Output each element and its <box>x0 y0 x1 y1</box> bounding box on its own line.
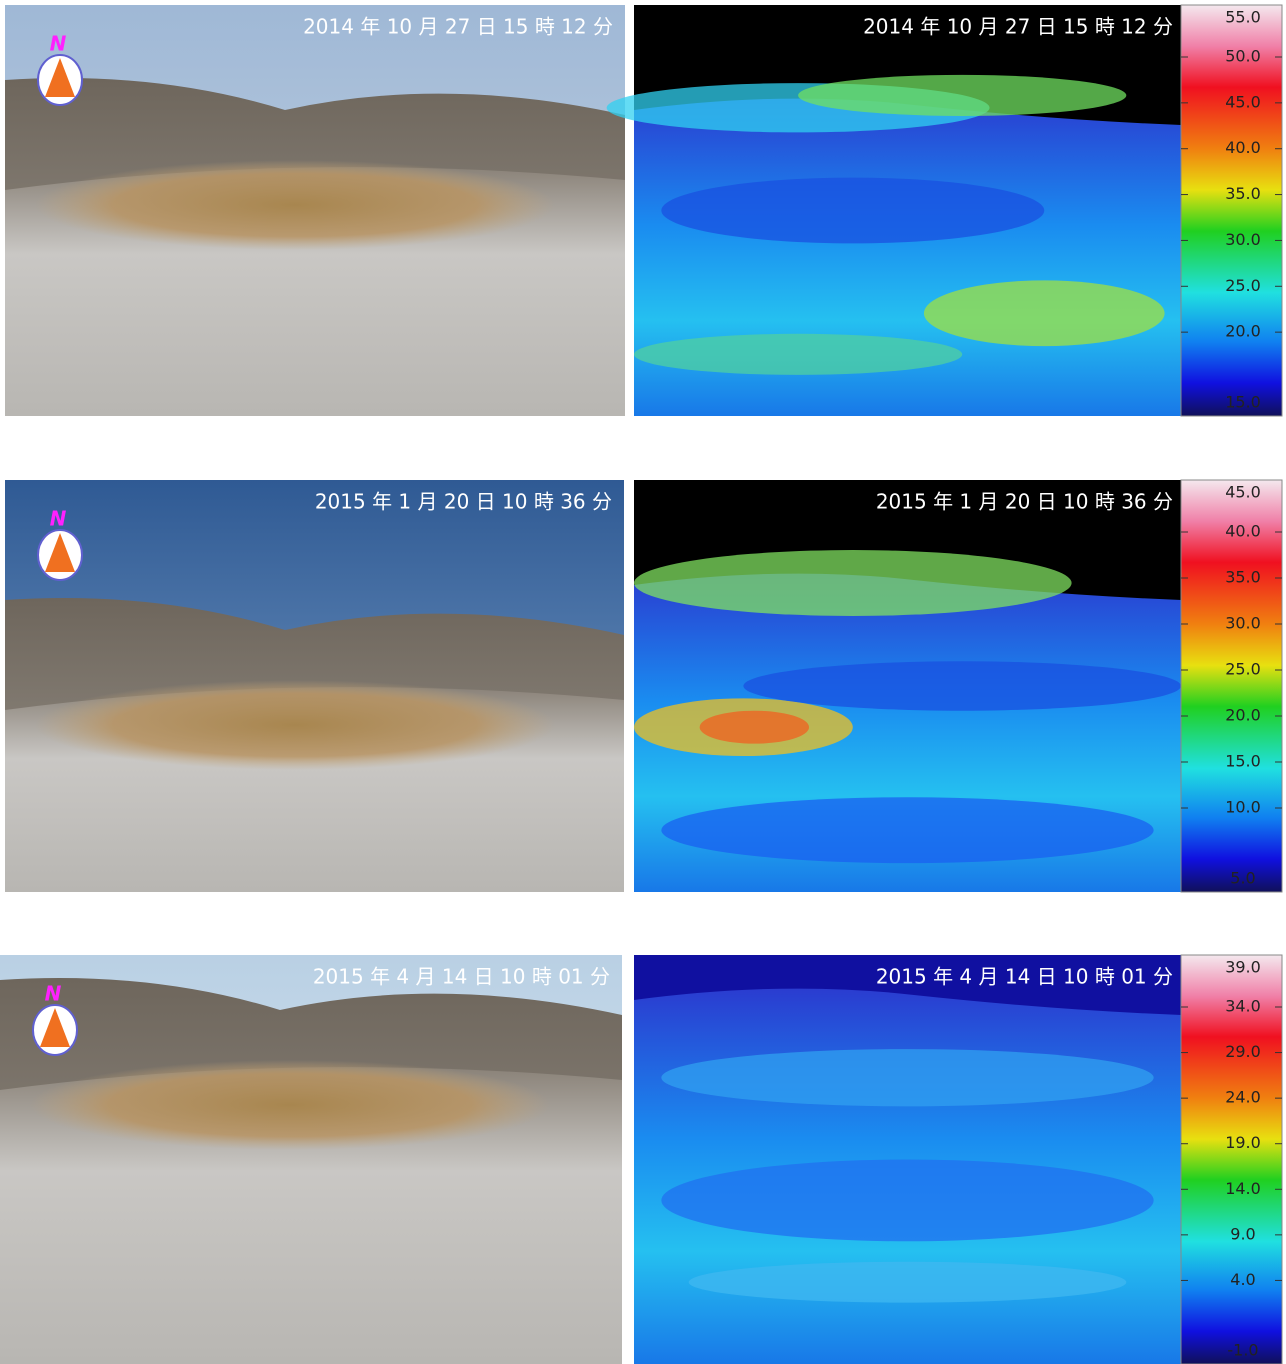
compass-label: N <box>45 982 62 1006</box>
colorbar-label: 29.0 <box>1225 1042 1261 1061</box>
thermal-zone <box>661 1160 1153 1242</box>
colorbar-label: 35.0 <box>1225 184 1261 203</box>
figure-row: N 2014 年 10 月 27 日 15 時 12 分 2014 年 10 月 2… <box>5 5 1282 416</box>
thermal-zone <box>924 280 1165 346</box>
thermal-zone <box>743 661 1181 710</box>
thermal-zone <box>661 1049 1153 1106</box>
timestamp: 2014 年 10 月 27 日 15 時 12 分 <box>863 15 1173 39</box>
photo: N 2015 年 4 月 14 日 10 時 01 分 <box>0 955 622 1364</box>
colorbar-label: 20.0 <box>1225 706 1261 725</box>
grass <box>35 160 555 250</box>
rows: N 2014 年 10 月 27 日 15 時 12 分 2014 年 10 月 2… <box>0 5 1282 1364</box>
colorbar-fill <box>1181 5 1282 416</box>
colorbar-label: 15.0 <box>1225 752 1261 771</box>
colorbar-label: 15.0 <box>1225 393 1261 412</box>
colorbar-label: 9.0 <box>1230 1224 1255 1243</box>
timestamp: 2015 年 4 月 14 日 10 時 01 分 <box>876 965 1173 989</box>
thermal-zone <box>634 334 962 375</box>
figure-row: N 2015 年 4 月 14 日 10 時 01 分 2015 年 4 月 14 … <box>0 955 1282 1364</box>
thermal-image: 2015 年 4 月 14 日 10 時 01 分 <box>634 955 1181 1364</box>
colorbar-label: -1.0 <box>1227 1341 1258 1360</box>
figure: N 2014 年 10 月 27 日 15 時 12 分 2014 年 10 月 2… <box>0 0 1286 1364</box>
thermal-zone <box>661 178 1044 244</box>
colorbar-fill <box>1181 955 1282 1364</box>
compass-label: N <box>50 507 67 531</box>
colorbar-label: 34.0 <box>1225 997 1261 1016</box>
colorbar-label: 24.0 <box>1225 1088 1261 1107</box>
colorbar-label: 5.0 <box>1230 869 1255 888</box>
colorbar-label: 45.0 <box>1225 483 1261 502</box>
timestamp: 2015 年 1 月 20 日 10 時 36 分 <box>315 490 612 514</box>
colorbar: 39.0 34.0 29.0 24.0 19.0 14.0 9.0 4.0 -1.0 <box>1181 955 1282 1364</box>
colorbar-label: 40.0 <box>1225 522 1261 541</box>
colorbar-fill <box>1181 480 1282 892</box>
colorbar-label: 55.0 <box>1225 8 1261 27</box>
photo: N 2014 年 10 月 27 日 15 時 12 分 <box>5 5 625 416</box>
colorbar-label: 14.0 <box>1225 1179 1261 1198</box>
colorbar-label: 25.0 <box>1225 276 1261 295</box>
colorbar-label: 35.0 <box>1225 568 1261 587</box>
colorbar-label: 40.0 <box>1225 138 1261 157</box>
colorbar-label: 25.0 <box>1225 660 1261 679</box>
thermal-zone <box>689 1262 1127 1303</box>
colorbar-label: 4.0 <box>1230 1270 1255 1289</box>
timestamp: 2015 年 4 月 14 日 10 時 01 分 <box>313 965 610 989</box>
thermal-image: 2015 年 1 月 20 日 10 時 36 分 <box>634 480 1181 892</box>
timestamp: 2015 年 1 月 20 日 10 時 36 分 <box>876 490 1173 514</box>
colorbar-label: 20.0 <box>1225 322 1261 341</box>
figure-row: N 2015 年 1 月 20 日 10 時 36 分 2015 年 1 月 20 … <box>5 480 1282 892</box>
thermal-zone <box>798 75 1126 116</box>
colorbar-label: 30.0 <box>1225 614 1261 633</box>
thermal-image: 2014 年 10 月 27 日 15 時 12 分 <box>607 5 1181 416</box>
grass <box>30 1060 550 1150</box>
thermal-zone <box>661 797 1153 863</box>
thermal-zone <box>700 711 809 744</box>
colorbar-label: 19.0 <box>1225 1133 1261 1152</box>
colorbar-label: 10.0 <box>1225 798 1261 817</box>
colorbar-label: 30.0 <box>1225 230 1261 249</box>
colorbar-label: 45.0 <box>1225 92 1261 111</box>
thermal-zone <box>634 550 1072 616</box>
page: N 2014 年 10 月 27 日 15 時 12 分 2014 年 10 月 2… <box>0 0 1286 1364</box>
photo: N 2015 年 1 月 20 日 10 時 36 分 <box>5 480 624 892</box>
colorbar-label: 50.0 <box>1225 47 1261 66</box>
colorbar-label: 39.0 <box>1225 958 1261 977</box>
grass <box>35 680 555 770</box>
colorbar: 55.0 50.0 45.0 40.0 35.0 30.0 25.0 20.0 15.0 <box>1181 5 1282 416</box>
timestamp: 2014 年 10 月 27 日 15 時 12 分 <box>303 15 613 39</box>
colorbar: 45.0 40.0 35.0 30.0 25.0 20.0 15.0 10.0 5.0 <box>1181 480 1282 892</box>
compass-label: N <box>50 32 67 56</box>
